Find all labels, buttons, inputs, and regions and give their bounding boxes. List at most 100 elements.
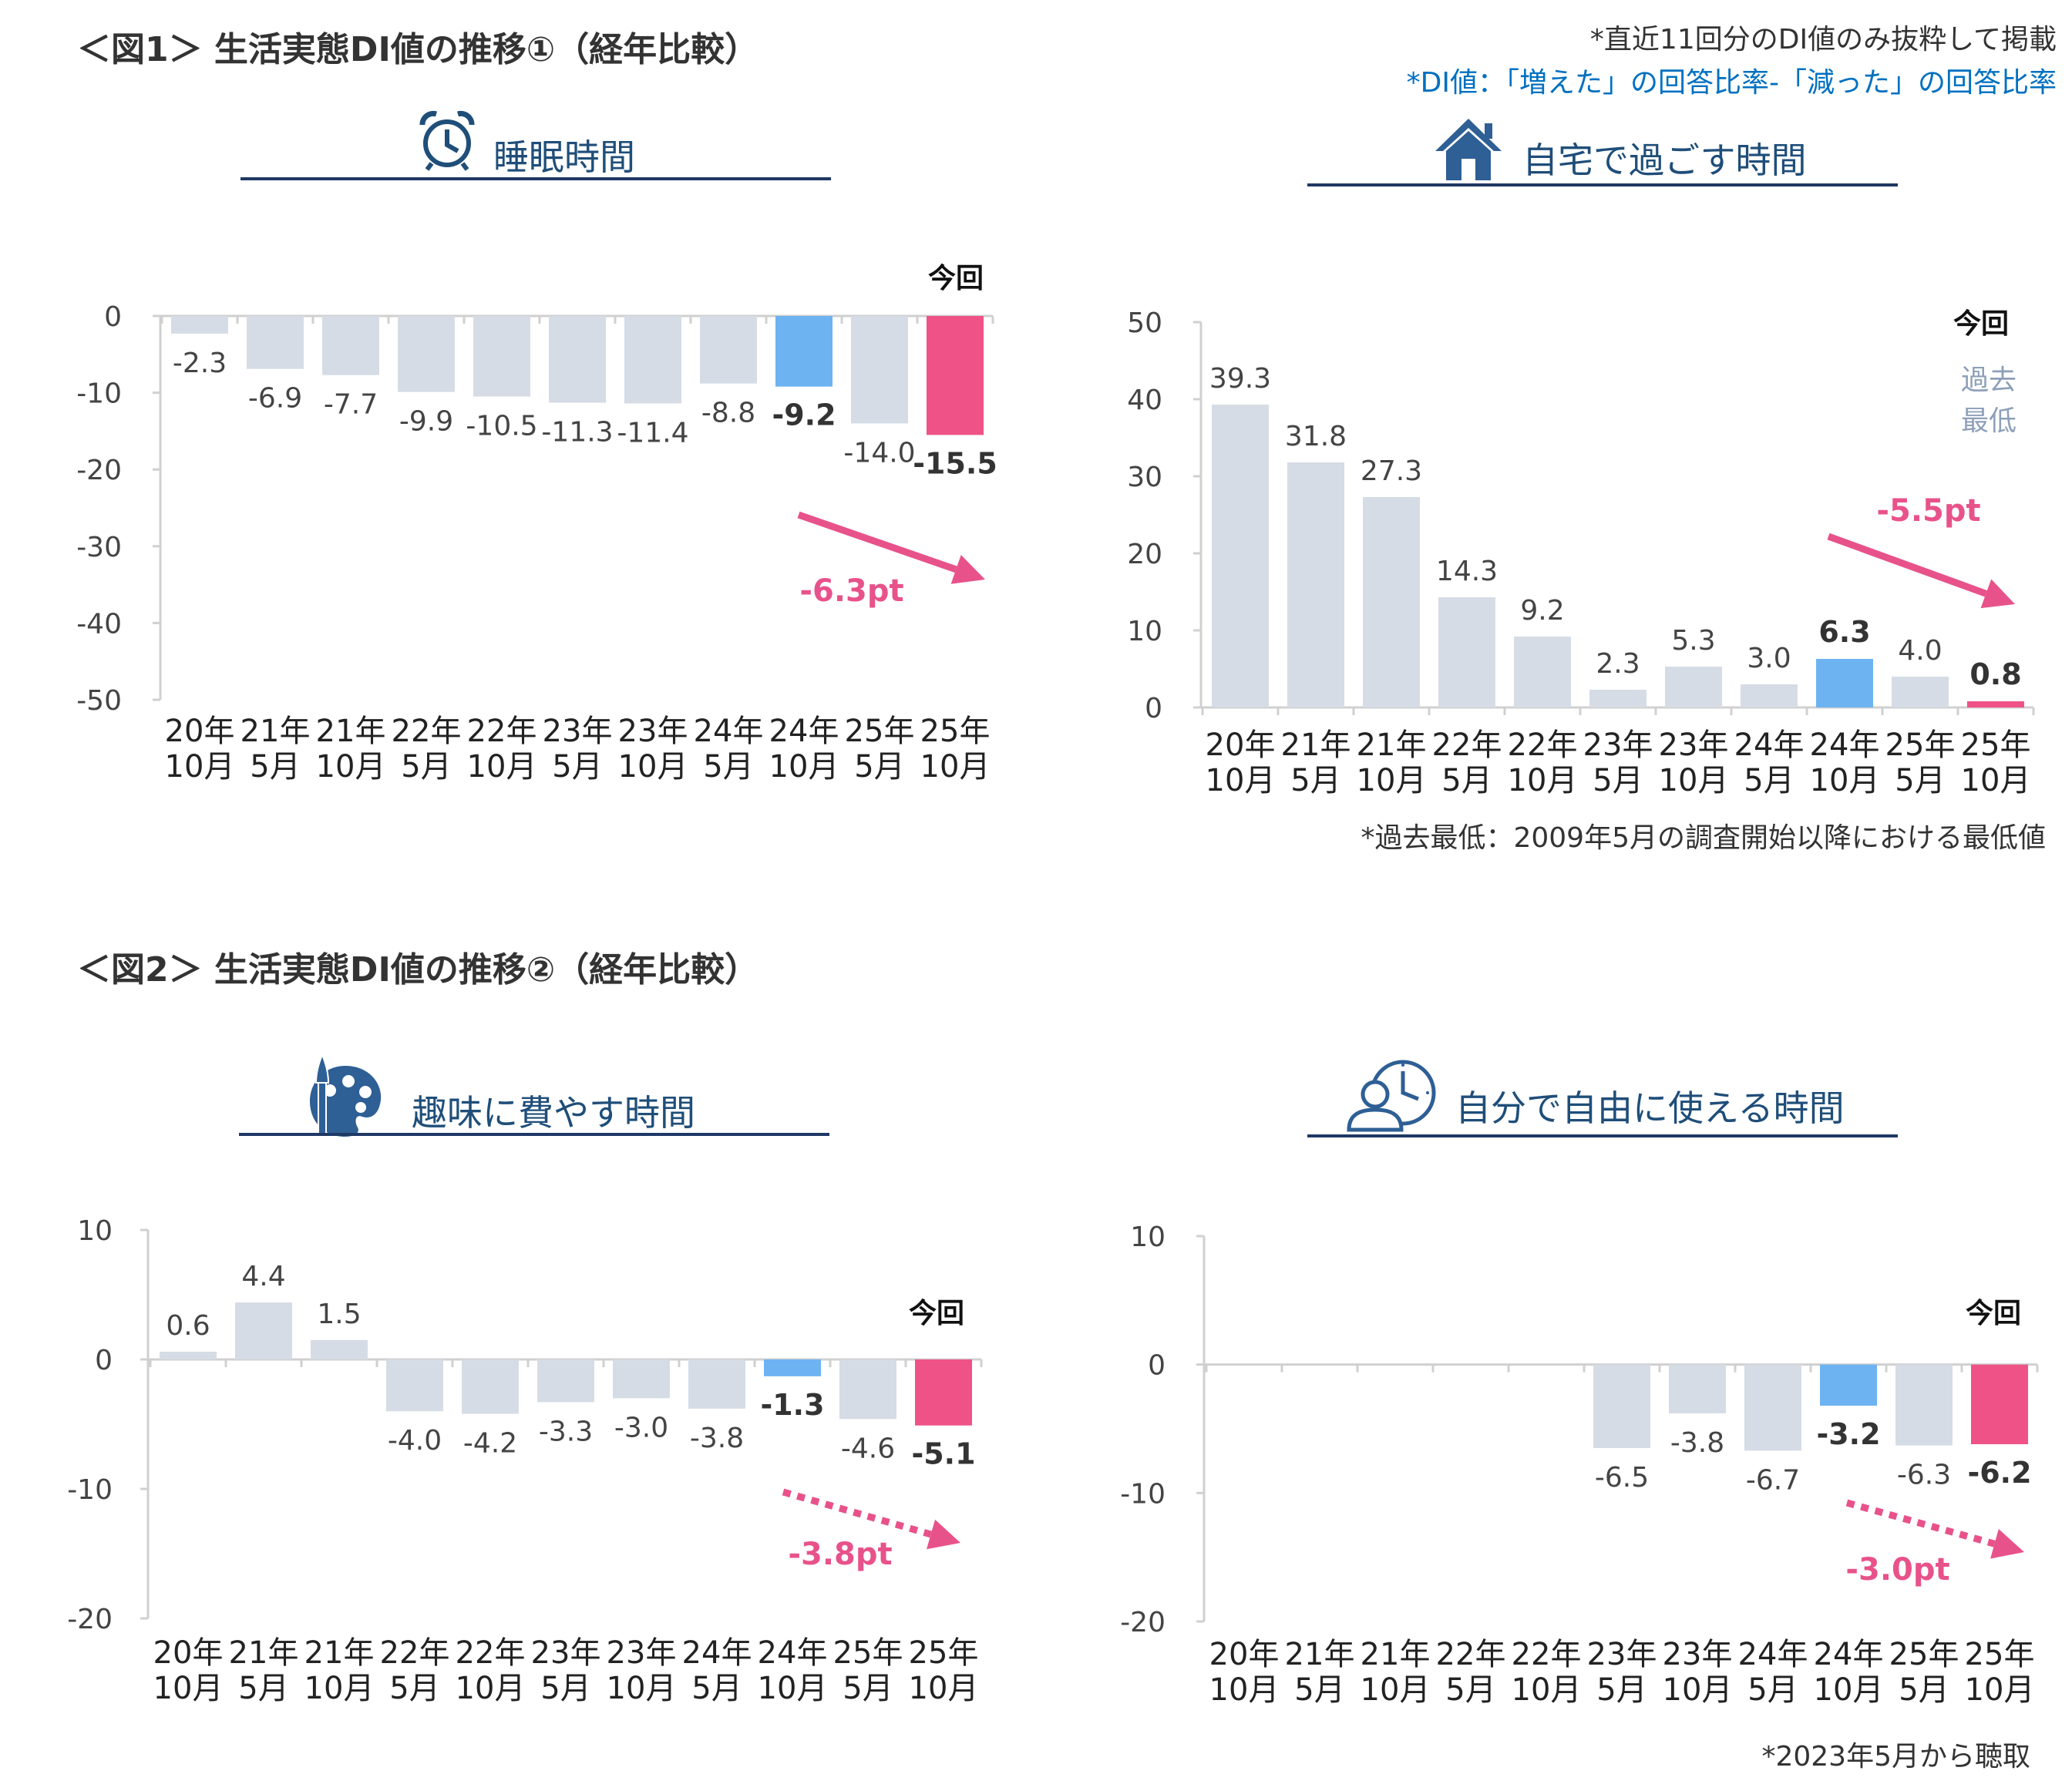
y-tick-label: 40 [1127, 385, 1162, 416]
change-arrow-line [1827, 533, 1987, 597]
bar [235, 1302, 292, 1359]
current-survey-label: 今回 [1966, 1298, 2021, 1329]
x-category-label-year: 25年 [833, 1635, 903, 1671]
panel1-title-underline [240, 177, 831, 180]
x-category-label-month: 5月 [238, 1671, 288, 1706]
x-category-label-month: 5月 [540, 1671, 590, 1706]
x-category-label-month: 10月 [1961, 763, 2031, 798]
x-category-label-month: 5月 [250, 749, 300, 785]
x-category-label-month: 10月 [153, 1671, 224, 1706]
bar [764, 1359, 821, 1376]
bar-value-label: -11.4 [617, 418, 688, 449]
x-category-label-year: 23年 [1587, 1637, 1657, 1672]
bar [1287, 462, 1344, 707]
x-category-label-year: 22年 [1432, 727, 1502, 763]
bar-value-label: 1.5 [317, 1299, 361, 1330]
current-survey-label: 今回 [1953, 308, 2009, 340]
bar [1816, 659, 1873, 707]
x-category-label-month: 10月 [1814, 1672, 1884, 1708]
panel4-title-underline [1307, 1134, 1898, 1137]
x-category-label-month: 5月 [691, 1671, 742, 1706]
bar-value-label: 27.3 [1361, 455, 1422, 487]
bar-value-label: -1.3 [760, 1388, 824, 1422]
bar [1665, 667, 1722, 707]
x-category-label-year: 23年 [618, 714, 688, 749]
bar [322, 316, 379, 375]
x-category-label-year: 21年 [1361, 1637, 1431, 1672]
bar-value-label: 39.3 [1209, 363, 1271, 395]
x-category-label-year: 22年 [1436, 1637, 1506, 1672]
bar [1895, 1364, 1953, 1446]
note-2023: *2023年5月から聴取 [1761, 1741, 2030, 1773]
x-category-label-year: 24年 [1810, 727, 1880, 763]
note-top: *直近11回分のDI値のみ抜粋して掲載 [1589, 24, 2057, 55]
x-category-label-month: 5月 [1441, 763, 1492, 798]
person-clock-icon [1344, 1056, 1437, 1133]
bar-value-label: -2.3 [173, 348, 227, 379]
y-tick-label: -20 [67, 1604, 113, 1635]
change-arrow-head [950, 554, 985, 584]
y-tick-label: 0 [1145, 693, 1162, 724]
bar [537, 1359, 594, 1403]
x-category-label-month: 5月 [1895, 763, 1945, 798]
x-category-label-year: 21年 [316, 714, 386, 749]
alarm-clock-icon [415, 108, 479, 173]
bar-value-label: 3.0 [1747, 643, 1791, 674]
y-tick-label: -10 [1120, 1478, 1166, 1510]
change-arrow-head [927, 1519, 960, 1550]
bar [1892, 677, 1949, 707]
x-category-label-year: 20年 [1206, 727, 1276, 763]
x-category-label-month: 5月 [1899, 1672, 1949, 1708]
y-tick-label: -10 [67, 1474, 113, 1506]
bar [839, 1359, 896, 1420]
y-tick-label: 30 [1127, 462, 1162, 493]
x-category-label-year: 23年 [531, 1635, 601, 1671]
bar-value-label: 4.0 [1898, 635, 1942, 667]
bar [1741, 684, 1798, 707]
bar-value-label: -4.0 [388, 1425, 442, 1457]
bar-value-label: -3.2 [1816, 1417, 1880, 1451]
bar [549, 316, 606, 403]
note-di: *DI値：「増えた」の回答比率-「減った」の回答比率 [1406, 67, 2057, 99]
panel2-title-underline [1307, 183, 1898, 186]
bar-value-label: 4.4 [241, 1261, 285, 1292]
bar [915, 1359, 972, 1426]
bar [927, 316, 984, 435]
bar-value-label: 2.3 [1596, 648, 1640, 680]
panel1-title: 睡眠時間 [493, 136, 635, 178]
bar [1669, 1364, 1726, 1413]
x-category-label-month: 5月 [552, 749, 602, 785]
bar-value-label: -11.3 [541, 417, 613, 449]
x-category-label-month: 10月 [304, 1671, 375, 1706]
bar-value-label: -9.2 [772, 398, 836, 432]
x-category-label-year: 24年 [1738, 1637, 1808, 1672]
bar [1589, 690, 1646, 707]
change-arrow-line [1845, 1499, 1996, 1547]
bar-value-label: -6.9 [248, 383, 302, 415]
x-category-label-month: 5月 [854, 749, 904, 785]
x-category-label-month: 10月 [618, 749, 688, 785]
x-category-label-year: 21年 [1281, 727, 1351, 763]
bar [1744, 1364, 1801, 1451]
x-category-label-month: 10月 [758, 1671, 828, 1706]
bar [171, 316, 228, 334]
change-arrow-head [1990, 1529, 2024, 1559]
y-tick-label: 20 [1127, 539, 1162, 570]
y-tick-label: -20 [1120, 1607, 1166, 1638]
x-category-label-year: 25年 [1889, 1637, 1959, 1672]
x-category-label-month: 10月 [769, 749, 839, 785]
bar [624, 316, 681, 404]
x-category-label-month: 10月 [316, 749, 386, 785]
y-tick-label: 50 [1127, 307, 1162, 339]
bar-value-label: 31.8 [1285, 421, 1347, 452]
change-label: -5.5pt [1876, 493, 1980, 529]
x-category-label-year: 22年 [456, 1635, 526, 1671]
panel3-title: 趣味に費やす時間 [412, 1092, 695, 1134]
bar [613, 1359, 670, 1399]
x-category-label-year: 24年 [694, 714, 764, 749]
bar-value-label: 14.3 [1436, 556, 1498, 587]
bar-value-label: -8.8 [701, 398, 755, 429]
x-category-label-year: 21年 [240, 714, 311, 749]
bar-value-label: -14.0 [843, 437, 915, 469]
y-tick-label: -40 [76, 608, 122, 640]
